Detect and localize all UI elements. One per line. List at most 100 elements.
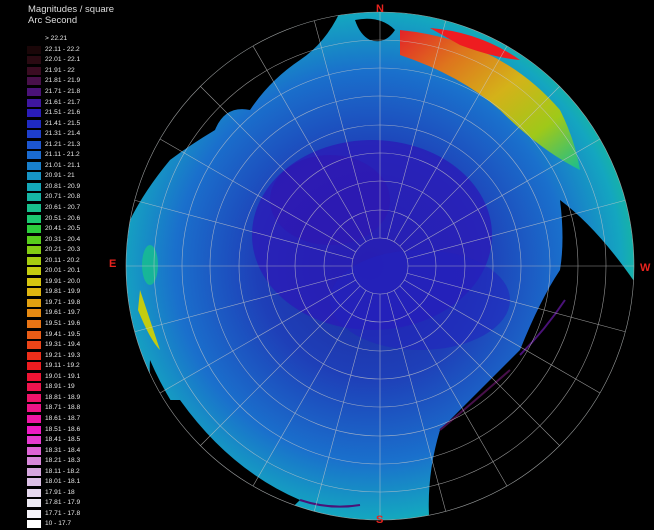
legend-swatch: [27, 467, 41, 476]
legend-row: 18.21 - 18.3: [27, 456, 97, 467]
compass-north-label: N: [376, 3, 384, 15]
legend-swatch: [27, 151, 41, 160]
azimuth-line: [393, 45, 508, 242]
legend-label: 20.71 - 20.8: [45, 193, 81, 201]
azimuth-line: [393, 290, 508, 487]
azimuth-line: [159, 138, 356, 253]
legend-label: 19.61 - 19.7: [45, 309, 81, 317]
legend-label: 21.01 - 21.1: [45, 161, 81, 169]
legend-swatch: [27, 309, 41, 318]
azimuth-line: [134, 272, 354, 333]
legend-row: 18.51 - 18.6: [27, 424, 97, 435]
legend-label: 21.41 - 21.5: [45, 119, 81, 127]
legend-swatch: [27, 520, 41, 529]
legend-label: 21.31 - 21.4: [45, 130, 81, 138]
legend-swatch: [27, 372, 41, 381]
legend-swatch: [27, 45, 41, 54]
legend-row: 21.11 - 21.2: [27, 150, 97, 161]
legend-swatch: [27, 351, 41, 360]
legend-swatch: [27, 172, 41, 181]
compass-east-label: E: [109, 258, 117, 270]
legend-row: 20.11 - 20.2: [27, 255, 97, 266]
legend-row: 22.01 - 22.1: [27, 55, 97, 66]
legend-row: 21.61 - 21.7: [27, 97, 97, 108]
legend-label: 22.11 - 22.2: [45, 45, 80, 53]
legend-swatch: [27, 77, 41, 86]
legend-title-line2: Arc Second: [28, 15, 78, 26]
legend-swatch: [27, 341, 41, 350]
legend-label: 20.11 - 20.2: [45, 256, 80, 264]
azimuth-line: [399, 86, 560, 247]
compass-south-label: S: [376, 514, 384, 526]
legend-swatch: [27, 204, 41, 213]
legend-label: 21.21 - 21.3: [45, 140, 81, 148]
legend-label: 18.11 - 18.2: [45, 467, 80, 475]
legend-row: 19.41 - 19.5: [27, 329, 97, 340]
legend-label: 19.51 - 19.6: [45, 320, 81, 328]
legend-row: 18.11 - 18.2: [27, 466, 97, 477]
legend-swatch: [27, 182, 41, 191]
legend-label: 20.91 - 21: [45, 172, 75, 180]
azimuth-line: [406, 199, 626, 260]
azimuth-line: [134, 199, 354, 260]
legend-swatch: [27, 298, 41, 307]
legend-swatch: [27, 425, 41, 434]
legend-swatch: [27, 499, 41, 508]
legend-label: 19.01 - 19.1: [45, 372, 81, 380]
legend-swatch: [27, 488, 41, 497]
legend-swatch: [27, 436, 41, 445]
legend-swatch: [27, 267, 41, 276]
legend-swatch: [27, 330, 41, 339]
legend-label: 19.81 - 19.9: [45, 288, 81, 296]
legend-row: 10 - 17.7: [27, 519, 97, 530]
azimuth-line: [200, 86, 361, 247]
legend-row: 20.51 - 20.6: [27, 213, 97, 224]
legend-row: 19.01 - 19.1: [27, 372, 97, 383]
legend-label: 21.11 - 21.2: [45, 151, 80, 159]
legend-row: 17.71 - 17.8: [27, 509, 97, 520]
legend-row: 20.31 - 20.4: [27, 234, 97, 245]
legend-row: 17.81 - 17.9: [27, 498, 97, 509]
legend-row: 18.01 - 18.1: [27, 477, 97, 488]
legend-swatch: [27, 320, 41, 329]
legend-row: 20.71 - 20.8: [27, 192, 97, 203]
legend-swatch: [27, 214, 41, 223]
legend-label: 20.41 - 20.5: [45, 225, 81, 233]
legend-label: 21.81 - 21.9: [45, 77, 81, 85]
legend-label: 20.61 - 20.7: [45, 204, 81, 212]
azimuth-line: [399, 285, 560, 446]
legend-swatch: [27, 288, 41, 297]
legend-row: 18.31 - 18.4: [27, 445, 97, 456]
legend-swatch: [27, 509, 41, 518]
legend-label: 20.51 - 20.6: [45, 214, 81, 222]
azimuth-line: [252, 290, 367, 487]
legend-title: Magnitudes / square Arc Second: [28, 4, 114, 26]
legend-label: 20.81 - 20.9: [45, 182, 81, 190]
legend-row: 21.91 - 22: [27, 66, 97, 77]
legend-swatch: [27, 446, 41, 455]
legend-label: 18.21 - 18.3: [45, 457, 81, 465]
legend-label: 21.51 - 21.6: [45, 109, 81, 117]
legend-row: 22.11 - 22.2: [27, 45, 97, 56]
legend-row: 20.21 - 20.3: [27, 245, 97, 256]
legend-label: 18.91 - 19: [45, 383, 75, 391]
legend-row: 20.41 - 20.5: [27, 224, 97, 235]
legend-label: 10 - 17.7: [45, 520, 72, 528]
legend-swatch: [27, 98, 41, 107]
legend-row: 21.81 - 21.9: [27, 76, 97, 87]
legend-row: 18.61 - 18.7: [27, 414, 97, 425]
azimuth-line: [386, 20, 447, 240]
legend-swatch: [27, 246, 41, 255]
legend-swatch: [27, 66, 41, 75]
legend-label: 21.71 - 21.8: [45, 88, 81, 95]
azimuth-line: [406, 272, 626, 333]
legend-swatch: [27, 161, 41, 170]
legend-row: 19.91 - 20.0: [27, 277, 97, 288]
legend-swatch: [27, 140, 41, 149]
legend-label: 18.31 - 18.4: [45, 446, 81, 454]
legend-swatch: [27, 193, 41, 202]
legend-label: 18.51 - 18.6: [45, 425, 81, 433]
legend-label: 18.81 - 18.9: [45, 393, 81, 401]
azimuth-line: [252, 45, 367, 242]
